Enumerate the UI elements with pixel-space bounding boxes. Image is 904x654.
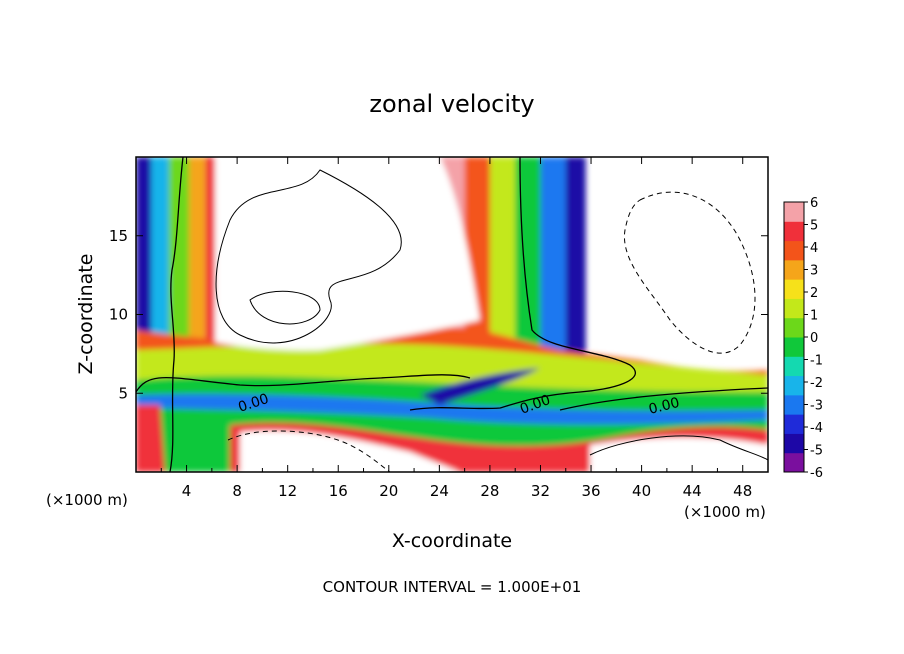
field-band-4 [205, 157, 217, 472]
colorbar-swatch [784, 317, 804, 338]
colorbar-swatch [784, 221, 804, 242]
x-tick-label: 40 [632, 482, 651, 500]
colorbar-swatch [784, 298, 804, 319]
x-tick-label: 48 [733, 482, 752, 500]
y-tick-label: 10 [109, 306, 128, 324]
x-tick-label: 8 [232, 482, 242, 500]
x-axis-label: X-coordinate [392, 530, 512, 552]
colorbar-tick-label: -6 [810, 466, 823, 481]
colorbar-tick-label: 1 [810, 309, 818, 324]
x-axis: 4 8 12 16 20 24 28 32 36 40 44 48 [160, 157, 752, 500]
colorbar-tick-label: 0 [810, 331, 818, 346]
colorbar-tick-label: -1 [810, 354, 823, 369]
field-layer-9 [420, 368, 540, 405]
colorbar-tick-label: -4 [810, 421, 823, 436]
x-tick-label: 4 [182, 482, 192, 500]
colorbar-tick-label: 3 [810, 264, 818, 279]
dashed-contours [227, 191, 756, 472]
colorbar-tick-label: 4 [810, 241, 818, 256]
colorbar-swatch [784, 337, 804, 357]
colorbar-tick-label: -3 [810, 399, 823, 414]
field-white-upper-right [605, 157, 768, 348]
colorbar-swatch [784, 433, 804, 454]
colorbar-tick-label: -2 [810, 376, 823, 391]
chart-title: zonal velocity [369, 90, 534, 118]
x-tick-label: 24 [430, 482, 449, 500]
colorbar-tick-label: -5 [810, 444, 823, 459]
field-layer-8 [136, 405, 165, 472]
contour-label-3: 0.00 [647, 395, 681, 418]
x-tick-label: 20 [379, 482, 398, 500]
x-tick-label: 12 [278, 482, 297, 500]
colorbar-swatch [784, 452, 804, 473]
x-tick-label: 28 [480, 482, 499, 500]
x-tick-label: 44 [683, 482, 702, 500]
contour-lines [136, 157, 768, 472]
field-layer-6 [240, 430, 460, 472]
x-tick-label: 16 [329, 482, 348, 500]
colorbar-tick-label: 6 [810, 196, 818, 211]
colorbar-swatch [784, 279, 804, 299]
colorbar-swatch [784, 394, 804, 415]
colorbar-swatch [784, 259, 804, 280]
z-unit-label: (×1000 m) [46, 491, 128, 509]
y-axis: 5 10 15 [109, 227, 768, 402]
colorbar-swatch [784, 375, 804, 396]
contour-interval-note: CONTOUR INTERVAL = 1.000E+01 [323, 578, 582, 596]
colorbar-tick-label: 2 [810, 286, 818, 301]
x-tick-label: 36 [581, 482, 600, 500]
colorbar: 6 5 4 3 2 1 0 -1 -2 -3 -4 -5 -6 [783, 196, 823, 481]
colorbar-tick-label: 5 [810, 219, 818, 234]
colorbar-swatch [784, 202, 804, 222]
x-unit-label: (×1000 m) [684, 503, 766, 521]
colorbar-swatch [784, 240, 804, 261]
colorbar-swatch [784, 414, 804, 434]
field-white-upper-left [215, 157, 480, 351]
y-tick-label: 5 [118, 384, 128, 402]
plot-area: 0.00 0.00 0.00 [136, 157, 768, 472]
field-layer-7 [590, 437, 768, 472]
colorbar-swatch [784, 356, 804, 377]
x-tick-label: 32 [531, 482, 550, 500]
y-axis-label: Z-coordinate [75, 254, 97, 375]
y-tick-label: 15 [109, 227, 128, 245]
